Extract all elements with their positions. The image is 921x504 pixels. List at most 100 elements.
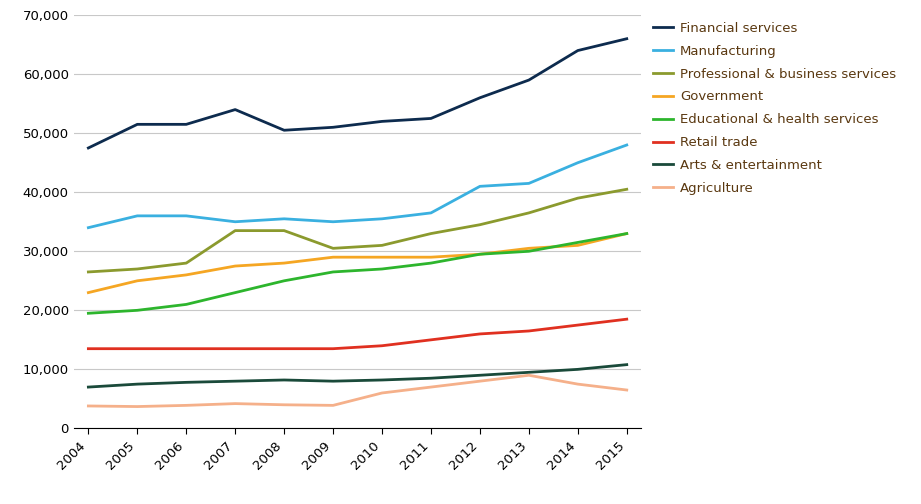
Arts & entertainment [181, 380, 192, 386]
Retail trade [572, 322, 583, 328]
Retail trade [426, 337, 437, 343]
Line: Arts & entertainment: Arts & entertainment [88, 364, 627, 387]
Line: Professional & business services: Professional & business services [88, 190, 627, 272]
Educational & health services [523, 248, 534, 255]
Professional & business services [523, 210, 534, 216]
Professional & business services [328, 245, 339, 251]
Financial services [229, 106, 240, 112]
Legend: Financial services, Manufacturing, Professional & business services, Government,: Financial services, Manufacturing, Profe… [653, 22, 896, 195]
Financial services [622, 36, 633, 42]
Educational & health services [572, 239, 583, 245]
Retail trade [83, 346, 94, 352]
Agriculture [426, 384, 437, 390]
Educational & health services [622, 230, 633, 236]
Agriculture [523, 372, 534, 379]
Manufacturing [426, 210, 437, 216]
Line: Agriculture: Agriculture [88, 375, 627, 407]
Financial services [328, 124, 339, 131]
Agriculture [377, 390, 388, 396]
Retail trade [132, 346, 143, 352]
Retail trade [181, 346, 192, 352]
Professional & business services [132, 266, 143, 272]
Professional & business services [622, 186, 633, 193]
Financial services [523, 77, 534, 83]
Arts & entertainment [83, 384, 94, 390]
Agriculture [83, 403, 94, 409]
Agriculture [474, 378, 485, 384]
Educational & health services [181, 301, 192, 307]
Line: Manufacturing: Manufacturing [88, 145, 627, 228]
Agriculture [572, 381, 583, 387]
Retail trade [328, 346, 339, 352]
Agriculture [279, 402, 290, 408]
Government [181, 272, 192, 278]
Agriculture [328, 402, 339, 408]
Educational & health services [83, 310, 94, 317]
Government [83, 290, 94, 296]
Financial services [181, 121, 192, 128]
Government [132, 278, 143, 284]
Arts & entertainment [328, 378, 339, 384]
Professional & business services [83, 269, 94, 275]
Arts & entertainment [279, 377, 290, 383]
Educational & health services [474, 251, 485, 257]
Government [622, 230, 633, 236]
Government [426, 254, 437, 260]
Professional & business services [229, 228, 240, 234]
Government [328, 254, 339, 260]
Arts & entertainment [474, 372, 485, 379]
Professional & business services [474, 222, 485, 228]
Financial services [83, 145, 94, 151]
Government [229, 263, 240, 269]
Government [474, 251, 485, 257]
Financial services [426, 115, 437, 121]
Financial services [377, 118, 388, 124]
Arts & entertainment [132, 381, 143, 387]
Educational & health services [328, 269, 339, 275]
Professional & business services [377, 242, 388, 248]
Arts & entertainment [377, 377, 388, 383]
Educational & health services [279, 278, 290, 284]
Arts & entertainment [229, 378, 240, 384]
Arts & entertainment [572, 366, 583, 372]
Educational & health services [426, 260, 437, 266]
Agriculture [181, 402, 192, 408]
Agriculture [132, 404, 143, 410]
Retail trade [622, 316, 633, 322]
Manufacturing [83, 225, 94, 231]
Financial services [572, 47, 583, 53]
Line: Retail trade: Retail trade [88, 319, 627, 349]
Arts & entertainment [622, 361, 633, 367]
Manufacturing [523, 180, 534, 186]
Professional & business services [572, 195, 583, 201]
Agriculture [622, 387, 633, 393]
Government [279, 260, 290, 266]
Retail trade [523, 328, 534, 334]
Arts & entertainment [426, 375, 437, 381]
Line: Government: Government [88, 233, 627, 293]
Government [377, 254, 388, 260]
Professional & business services [426, 230, 437, 236]
Manufacturing [229, 219, 240, 225]
Arts & entertainment [523, 369, 534, 375]
Financial services [474, 95, 485, 101]
Manufacturing [132, 213, 143, 219]
Manufacturing [572, 160, 583, 166]
Professional & business services [279, 228, 290, 234]
Government [572, 242, 583, 248]
Professional & business services [181, 260, 192, 266]
Manufacturing [181, 213, 192, 219]
Retail trade [279, 346, 290, 352]
Educational & health services [132, 307, 143, 313]
Financial services [279, 127, 290, 133]
Manufacturing [377, 216, 388, 222]
Line: Educational & health services: Educational & health services [88, 233, 627, 313]
Agriculture [229, 401, 240, 407]
Financial services [132, 121, 143, 128]
Educational & health services [377, 266, 388, 272]
Manufacturing [474, 183, 485, 190]
Manufacturing [328, 219, 339, 225]
Government [523, 245, 534, 251]
Manufacturing [622, 142, 633, 148]
Retail trade [474, 331, 485, 337]
